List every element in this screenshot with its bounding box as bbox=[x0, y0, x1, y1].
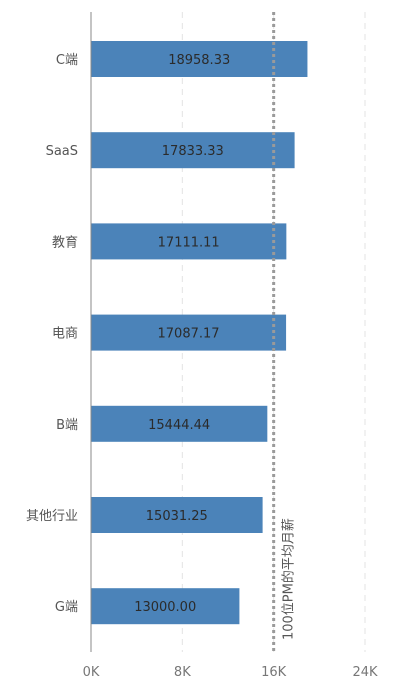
x-tick-label-24K: 24K bbox=[352, 665, 378, 680]
x-tick-labels: 0K 8K 16K 24K bbox=[83, 665, 378, 680]
x-tick-label-0K: 0K bbox=[83, 665, 100, 680]
bar-value-label-4: 17087.17 bbox=[158, 327, 220, 342]
bar-4 bbox=[91, 314, 287, 351]
bar-1 bbox=[91, 41, 308, 77]
category-label-6: 其他行业 bbox=[26, 509, 78, 524]
bar-3 bbox=[91, 223, 287, 260]
category-label-2: SaaS bbox=[46, 144, 78, 159]
bar-2 bbox=[91, 132, 295, 169]
bar-value-label-5: 15444.44 bbox=[148, 418, 210, 433]
bar-value-label-2: 17833.33 bbox=[162, 144, 224, 159]
category-label-4: 电商 bbox=[52, 327, 78, 342]
bar-5 bbox=[91, 405, 268, 442]
bar-value-label-7: 13000.00 bbox=[134, 600, 196, 615]
category-label-3: 教育 bbox=[52, 234, 78, 250]
reference-line-group: 100位PM的平均月薪 bbox=[272, 12, 297, 652]
x-tick-label-16K: 16K bbox=[261, 665, 287, 680]
bar-value-label-6: 15031.25 bbox=[146, 509, 208, 524]
category-label-7: G端 bbox=[55, 600, 78, 615]
bar-6 bbox=[91, 497, 263, 533]
bar-value-label-1: 18958.33 bbox=[168, 53, 230, 68]
reference-line-label: 100位PM的平均月薪 bbox=[281, 518, 297, 640]
category-label-5: B端 bbox=[56, 418, 78, 433]
bar-value-label-3: 17111.11 bbox=[158, 235, 220, 250]
bars: 18958.33 17833.33 17111.11 17087.17 15444.44… bbox=[91, 41, 308, 625]
x-tick-label-8K: 8K bbox=[174, 665, 191, 680]
bar-7 bbox=[91, 588, 240, 625]
category-label-1: C端 bbox=[56, 53, 78, 68]
